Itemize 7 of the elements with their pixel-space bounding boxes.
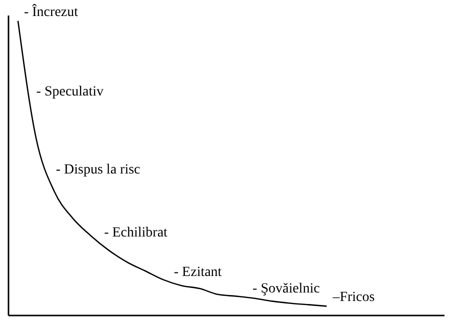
annotation: - Speculativ [36, 84, 104, 100]
text: - Încrezut [24, 2, 78, 20]
annotation: –Fricos [332, 290, 375, 306]
annotation: - Dispus la risc [56, 162, 140, 178]
annotation: - Ezitant [174, 265, 222, 280]
annotation: - Şovăielnic [252, 281, 320, 296]
annotation: - Echilibrat [104, 226, 168, 241]
